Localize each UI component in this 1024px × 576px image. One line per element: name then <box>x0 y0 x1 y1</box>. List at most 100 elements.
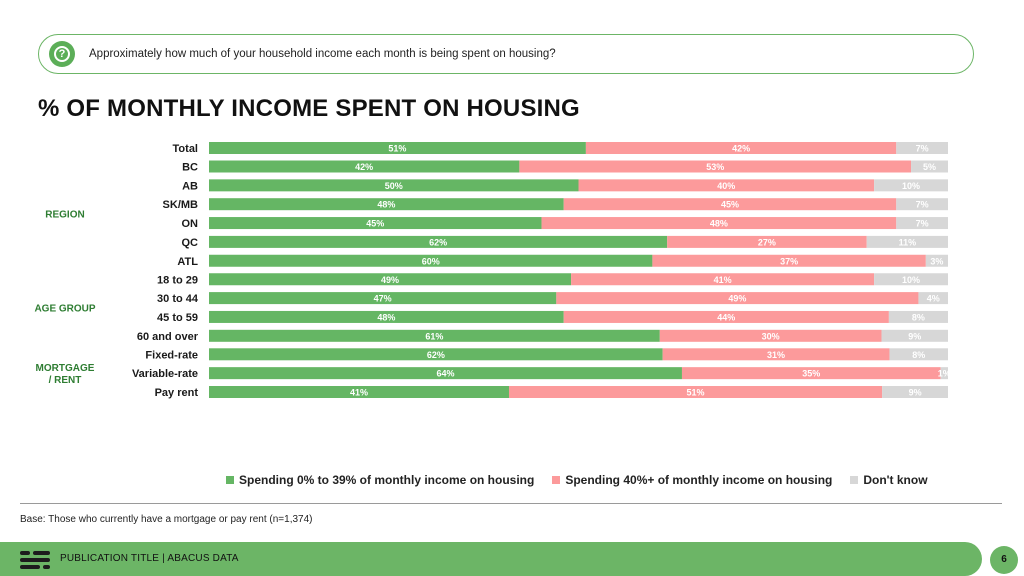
data-label-variable-rate-high: 35% <box>802 369 820 379</box>
category-label-18-to-29: 18 to 29 <box>157 274 198 286</box>
bar-sk-mb-low <box>209 198 564 211</box>
bar-60-and-over-dont-know <box>881 329 948 342</box>
legend-swatch-dont-know <box>850 476 859 484</box>
footer-text: PUBLICATION TITLE | ABACUS DATA <box>60 553 239 564</box>
data-label-ab-low: 50% <box>385 181 403 191</box>
category-label-pay-rent: Pay rent <box>155 387 199 399</box>
bar-60-and-over-low <box>209 329 660 342</box>
bar-fixed-rate-low <box>209 348 663 361</box>
data-label-on-low: 45% <box>366 219 384 229</box>
data-label-fixed-rate-high: 31% <box>767 350 785 360</box>
question-text: Approximately how much of your household… <box>89 48 556 60</box>
bar-qc-high <box>667 235 867 248</box>
category-label-bc: BC <box>182 162 198 174</box>
base-note: Base: Those who currently have a mortgag… <box>20 514 313 525</box>
bar-18-to-29-dont-know <box>874 273 948 286</box>
bar-sk-mb-dont-know <box>896 198 948 211</box>
data-label-on-dont-know: 7% <box>916 219 929 229</box>
category-label-total: Total <box>173 143 198 155</box>
data-label-bc-dont-know: 5% <box>923 162 936 172</box>
footer-divider <box>20 503 1002 504</box>
data-label-variable-rate-low: 64% <box>436 369 454 379</box>
category-label-on: ON <box>182 218 199 230</box>
bar-qc-dont-know <box>866 235 948 248</box>
data-label-30-to-44-low: 47% <box>374 294 392 304</box>
category-label-atl: ATL <box>177 256 198 268</box>
category-label-45-to-59: 45 to 59 <box>157 312 198 324</box>
page-title: % OF MONTHLY INCOME SPENT ON HOUSING <box>38 95 580 122</box>
bar-on-dont-know <box>896 217 948 230</box>
question-bubble-icon: ? <box>49 41 75 67</box>
data-label-ab-dont-know: 10% <box>902 181 920 191</box>
bar-on-high <box>541 217 897 230</box>
bar-total-low <box>209 142 586 154</box>
data-label-bc-high: 53% <box>706 162 724 172</box>
legend-label-dont-know: Don't know <box>863 473 928 487</box>
data-label-fixed-rate-dont-know: 8% <box>912 350 925 360</box>
bar-fixed-rate-dont-know <box>889 348 948 361</box>
data-label-18-to-29-high: 41% <box>714 275 732 285</box>
data-label-60-and-over-low: 61% <box>425 331 443 341</box>
data-label-sk-mb-high: 45% <box>721 200 739 210</box>
category-label-variable-rate: Variable-rate <box>132 368 198 380</box>
bar-ab-low <box>209 179 579 192</box>
bar-30-to-44-dont-know <box>918 292 948 305</box>
data-label-sk-mb-low: 48% <box>377 200 395 210</box>
data-label-18-to-29-dont-know: 10% <box>902 275 920 285</box>
bar-atl-high <box>652 254 926 267</box>
stacked-bar-chart: Total 51% 42% 7% BC 42% 53% 5% AB 50% 40% 10% SK/MB 4… <box>34 142 951 399</box>
category-label-30-to-44: 30 to 44 <box>157 293 199 305</box>
bar-variable-rate-low <box>209 367 682 380</box>
data-label-pay-rent-high: 51% <box>687 388 705 398</box>
question-box: ? Approximately how much of your househo… <box>38 34 974 74</box>
category-label-60-and-over: 60 and over <box>137 331 199 343</box>
category-label-qc: QC <box>182 237 199 249</box>
page-number: 6 <box>990 546 1018 574</box>
data-label-variable-rate-dont-know: 1% <box>938 369 951 379</box>
bar-30-to-44-high <box>556 292 919 305</box>
data-label-total-high: 42% <box>732 144 750 154</box>
data-label-on-high: 48% <box>710 219 728 229</box>
data-label-qc-high: 27% <box>758 237 776 247</box>
data-label-bc-low: 42% <box>355 162 373 172</box>
data-label-atl-dont-know: 3% <box>930 256 943 266</box>
bar-fixed-rate-high <box>662 348 890 361</box>
group-label-mortgage-rent: MORTGAGE / RENT <box>36 363 95 386</box>
category-label-ab: AB <box>182 180 198 192</box>
group-label-region: REGION <box>45 210 84 221</box>
data-label-60-and-over-high: 30% <box>762 331 780 341</box>
bar-atl-low <box>209 254 653 267</box>
legend-item-dont-know: Don't know <box>850 473 928 487</box>
abacus-logo-icon <box>20 551 50 569</box>
data-label-qc-low: 62% <box>429 237 447 247</box>
data-label-18-to-29-low: 49% <box>381 275 399 285</box>
bar-pay-rent-dont-know <box>882 386 948 398</box>
bar-60-and-over-high <box>659 329 882 342</box>
legend-item-high: Spending 40%+ of monthly income on housi… <box>552 473 832 487</box>
legend-label-low: Spending 0% to 39% of monthly income on … <box>239 473 535 487</box>
bar-45-to-59-dont-know <box>888 310 948 323</box>
data-label-30-to-44-dont-know: 4% <box>927 294 940 304</box>
chart-legend: Spending 0% to 39% of monthly income on … <box>226 472 946 488</box>
bar-45-to-59-low <box>209 310 564 323</box>
data-label-atl-low: 60% <box>422 256 440 266</box>
bar-total-high <box>585 142 897 154</box>
bar-bc-dont-know <box>911 160 948 173</box>
legend-item-low: Spending 0% to 39% of monthly income on … <box>226 473 534 487</box>
legend-swatch-low <box>226 476 234 484</box>
bar-sk-mb-high <box>563 198 897 211</box>
data-label-sk-mb-dont-know: 7% <box>916 200 929 210</box>
data-label-pay-rent-low: 41% <box>350 388 368 398</box>
bar-variable-rate-dont-know <box>940 367 948 380</box>
bar-ab-dont-know <box>874 179 948 192</box>
legend-swatch-high <box>552 476 561 484</box>
bar-pay-rent-high <box>508 386 883 398</box>
data-label-fixed-rate-low: 62% <box>427 350 445 360</box>
bar-qc-low <box>209 235 668 248</box>
bar-18-to-29-low <box>209 273 572 286</box>
bar-pay-rent-low <box>209 386 509 398</box>
data-label-atl-high: 37% <box>780 256 798 266</box>
data-label-qc-dont-know: 11% <box>899 237 917 247</box>
legend-label-high: Spending 40%+ of monthly income on housi… <box>565 473 833 487</box>
data-label-30-to-44-high: 49% <box>728 294 746 304</box>
